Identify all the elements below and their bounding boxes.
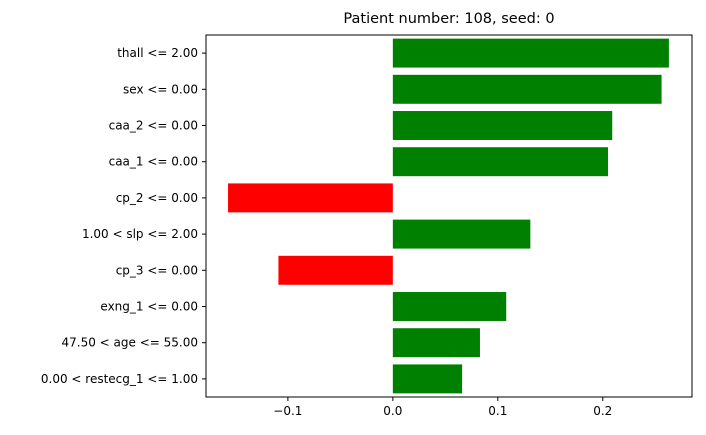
x-axis: −0.1 0.0 0.1 0.2 (273, 397, 612, 418)
bar (392, 292, 507, 321)
bar (228, 183, 393, 213)
bar (392, 147, 609, 177)
y-tick-label: cp_2 <= 0.00 (116, 191, 198, 205)
y-tick-label: caa_1 <= 0.00 (109, 155, 198, 169)
x-tick-label: 0.0 (383, 404, 402, 418)
y-axis: thall <= 2.00 sex <= 0.00 caa_2 <= 0.00 caa… (41, 46, 206, 386)
plot-area-frame (205, 34, 693, 398)
x-tick-label: 0.1 (488, 404, 507, 418)
y-tick-label: 47.50 < age <= 55.00 (62, 336, 198, 350)
bar (392, 364, 463, 394)
x-tick-label: −0.1 (273, 404, 302, 418)
y-tick-label: sex <= 0.00 (123, 82, 198, 96)
chart-title: Patient number: 108, seed: 0 (343, 11, 554, 27)
bar (392, 38, 669, 68)
bars-group (228, 38, 669, 394)
bar (392, 328, 480, 358)
bar (392, 219, 531, 249)
bar (392, 111, 613, 140)
y-tick-label: thall <= 2.00 (117, 46, 198, 60)
y-tick-label: 1.00 < slp <= 2.00 (82, 227, 198, 241)
bar (278, 255, 393, 285)
y-tick-label: exng_1 <= 0.00 (100, 300, 198, 314)
y-tick-label: caa_2 <= 0.00 (109, 119, 198, 133)
y-tick-label: 0.00 < restecg_1 <= 1.00 (41, 372, 198, 386)
x-tick-label: 0.2 (593, 404, 612, 418)
bar (392, 74, 662, 104)
y-tick-label: cp_3 <= 0.00 (116, 263, 198, 277)
